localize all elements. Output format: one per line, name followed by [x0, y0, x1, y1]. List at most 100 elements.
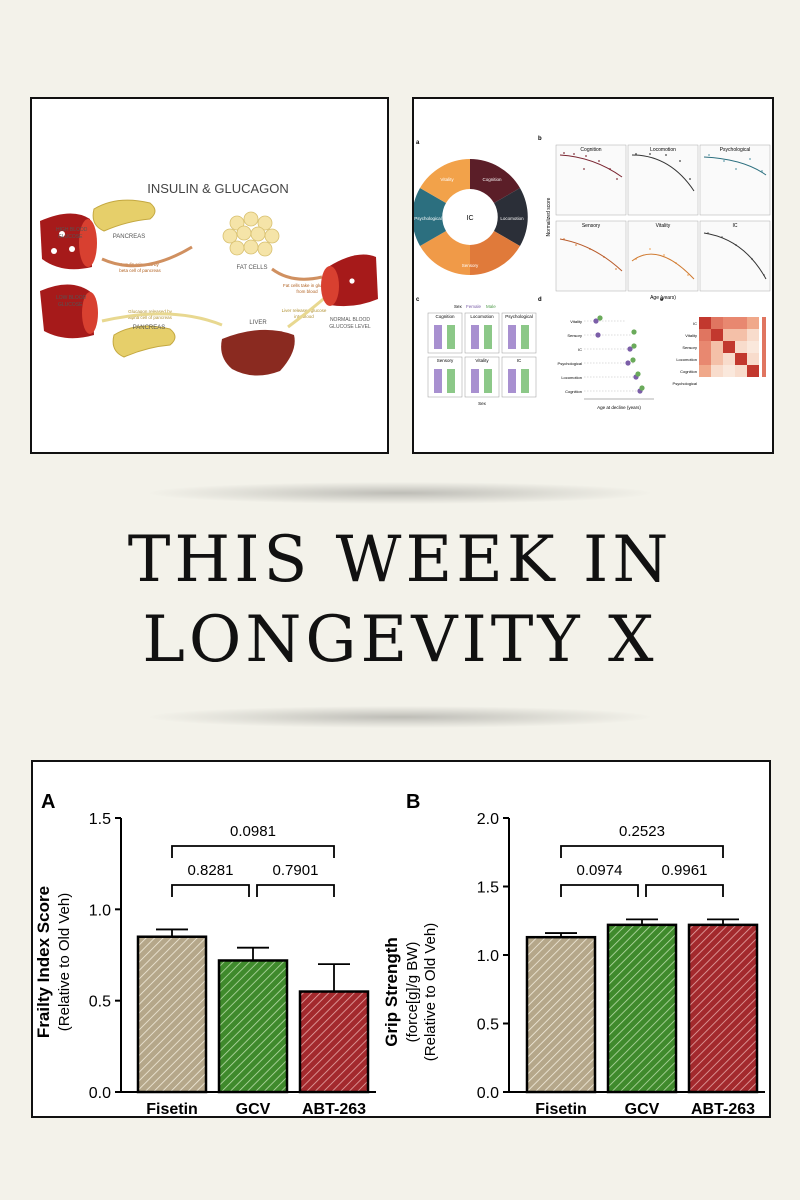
- normal-glucose-label-2: GLUCOSE LEVEL: [329, 324, 371, 330]
- chart-a-bar-abt-263: [298, 990, 370, 1094]
- insulin-glucagon-infographic: INSULIN & GLUCAGON HIGH BLOOD GLUCOSE LO…: [30, 97, 389, 454]
- liver-note-1: Liver releases glucose: [282, 308, 327, 313]
- infographic-heading: INSULIN & GLUCAGON: [147, 181, 289, 196]
- heatmap-row-locomotion: Locomotion: [676, 357, 697, 362]
- heatmap-row-ic: IC: [693, 321, 697, 326]
- chart-b-comparison-bracket: [560, 845, 724, 858]
- research-figure: a b c d e IC Vitality Cognition Locomoti…: [412, 97, 774, 454]
- wheel-label-cognition: Cognition: [482, 177, 502, 182]
- chart-a-comparison-bracket: [256, 884, 335, 897]
- decline-plot: [584, 315, 654, 400]
- decline-domain-psychological: Psychological: [558, 361, 583, 366]
- infographic-svg: INSULIN & GLUCAGON HIGH BLOOD GLUCOSE LO…: [40, 181, 378, 376]
- chart-b-ytick-label: 0.0: [477, 1085, 499, 1102]
- sex-box-title-ic: IC: [517, 358, 522, 363]
- fat-note-1: Fat cells take in glucose: [283, 283, 332, 288]
- liver-label: LIVER: [249, 320, 267, 326]
- chart-b-ylabel-2: (force[g]/g BW): [404, 942, 421, 1043]
- decline-domain-cognition: Cognition: [565, 389, 582, 394]
- sex-box-title-psychological: Psychological: [505, 314, 533, 319]
- sex-legend-title: Sex: [454, 304, 463, 309]
- chart-a-p-value: 0.8281: [188, 862, 234, 879]
- chart-a-ylabel-1: Frailty Index Score: [34, 886, 53, 1038]
- wheel-center-label: IC: [467, 215, 474, 222]
- low-glucose-vessel-icon: [40, 284, 98, 339]
- chart-a-bar-fisetin: [136, 935, 208, 1094]
- glucagon-arrow-icon: [101, 312, 223, 327]
- chart-a-bar-gcv: [217, 959, 289, 1094]
- chart-b-ylabel-3: (Relative to Old Veh): [422, 923, 439, 1061]
- heatmap-row-psychological: Psychological: [673, 381, 698, 386]
- chart-b: B Grip Strength (force[g]/g BW) (Relativ…: [382, 791, 765, 1116]
- normal-glucose-vessel-icon: [321, 254, 378, 307]
- research-figure-svg: a b c d e IC Vitality Cognition Locomoti…: [414, 136, 771, 410]
- chart-b-p-value: 0.9961: [662, 862, 708, 879]
- wheel-label-sensory: Sensory: [462, 263, 479, 268]
- fat-cells-icon: [222, 211, 280, 257]
- chart-b-category-label: Fisetin: [535, 1101, 587, 1116]
- page-title: THIS WEEK IN LONGEVITY X: [0, 520, 800, 680]
- decline-domain-locomotion: Locomotion: [561, 375, 582, 380]
- chart-b-ylabel-1: Grip Strength: [382, 937, 401, 1047]
- panel-letter-d: d: [538, 297, 542, 303]
- wheel-label-vitality: Vitality: [440, 177, 454, 182]
- bar-charts-svg: A Frailty Index Score (Relative to Old V…: [34, 791, 765, 1116]
- heatmap-row-vitality: Vitality: [685, 333, 697, 338]
- pancreas-bottom-icon: [112, 325, 176, 358]
- chart-b-panel-label: B: [406, 791, 420, 813]
- chart-a: A Frailty Index Score (Relative to Old V…: [34, 791, 376, 1116]
- fat-cells-label: FAT CELLS: [236, 265, 267, 271]
- chart-a-ytick-label: 1.5: [89, 811, 111, 828]
- title-bottom-shadow: [150, 706, 650, 728]
- chart-a-panel-label: A: [41, 791, 55, 813]
- chart-b-bar-fisetin: [525, 935, 597, 1094]
- chart-b-category-label: ABT-263: [691, 1101, 755, 1116]
- chart-a-category-label: Fisetin: [146, 1101, 198, 1116]
- chart-a-category-label: GCV: [236, 1101, 271, 1116]
- liver-icon: [221, 329, 295, 376]
- insulin-arrow-icon: [101, 245, 193, 268]
- chart-b-bar-gcv: [606, 923, 678, 1094]
- scatter-title-psychological: Psychological: [720, 147, 751, 153]
- scatter-title-vitality: Vitality: [656, 223, 671, 229]
- sex-comparison-grid: Sex Female Male: [427, 304, 537, 398]
- scatter-title-cognition: Cognition: [580, 147, 601, 153]
- low-glucose-label-1: LOW BLOOD: [56, 295, 87, 301]
- senolytic-bar-charts: A Frailty Index Score (Relative to Old V…: [31, 760, 771, 1118]
- insulin-note-2: beta cell of pancreas: [119, 268, 161, 273]
- pancreas-bottom-label: PANCREAS: [133, 325, 166, 331]
- sex-legend-male: Male: [486, 304, 496, 309]
- high-glucose-label-2: GLUCOSE: [58, 234, 83, 240]
- scatter-x-axis-label: Age (years): [650, 295, 676, 301]
- normal-glucose-label-1: NORMAL BLOOD: [330, 317, 370, 323]
- sex-box-title-cognition: Cognition: [435, 314, 455, 319]
- heatmap-row-sensory: Sensory: [682, 345, 697, 350]
- chart-b-ytick-label: 0.5: [477, 1017, 499, 1034]
- liver-note-2: into blood: [294, 314, 314, 319]
- fat-arrow-icon: [271, 267, 323, 281]
- panel-letter-e: e: [660, 297, 664, 303]
- sex-box-title-sensory: Sensory: [437, 358, 454, 363]
- chart-a-ytick-label: 0.5: [89, 994, 111, 1011]
- chart-b-bar-abt-263: [687, 923, 759, 1094]
- glucagon-note-1: Glucagon released by: [128, 309, 173, 314]
- chart-a-p-value: 0.0981: [230, 823, 276, 840]
- chart-b-p-value: 0.0974: [577, 862, 623, 879]
- pancreas-top-label: PANCREAS: [113, 234, 146, 240]
- decline-domain-vitality: Vitality: [570, 319, 582, 324]
- low-glucose-label-2: GLUCOSE: [58, 302, 83, 308]
- panel-letter-b: b: [538, 136, 542, 142]
- chart-b-category-label: GCV: [625, 1101, 660, 1116]
- sex-box-title-locomotion: Locomotion: [470, 314, 494, 319]
- pancreas-top-icon: [92, 199, 156, 232]
- scatter-grid: [555, 144, 771, 292]
- panel-letter-a: a: [416, 140, 420, 146]
- fat-note-2: from blood: [296, 289, 318, 294]
- scatter-y-axis-label: Normalized score: [546, 197, 552, 236]
- panel-letter-c: c: [416, 297, 420, 303]
- chart-a-p-value: 0.7901: [273, 862, 319, 879]
- wheel-label-locomotion: Locomotion: [500, 216, 524, 221]
- correlation-heatmap: [699, 317, 766, 377]
- heatmap-row-cognition: Cognition: [680, 369, 697, 374]
- sex-legend-female: Female: [466, 304, 482, 309]
